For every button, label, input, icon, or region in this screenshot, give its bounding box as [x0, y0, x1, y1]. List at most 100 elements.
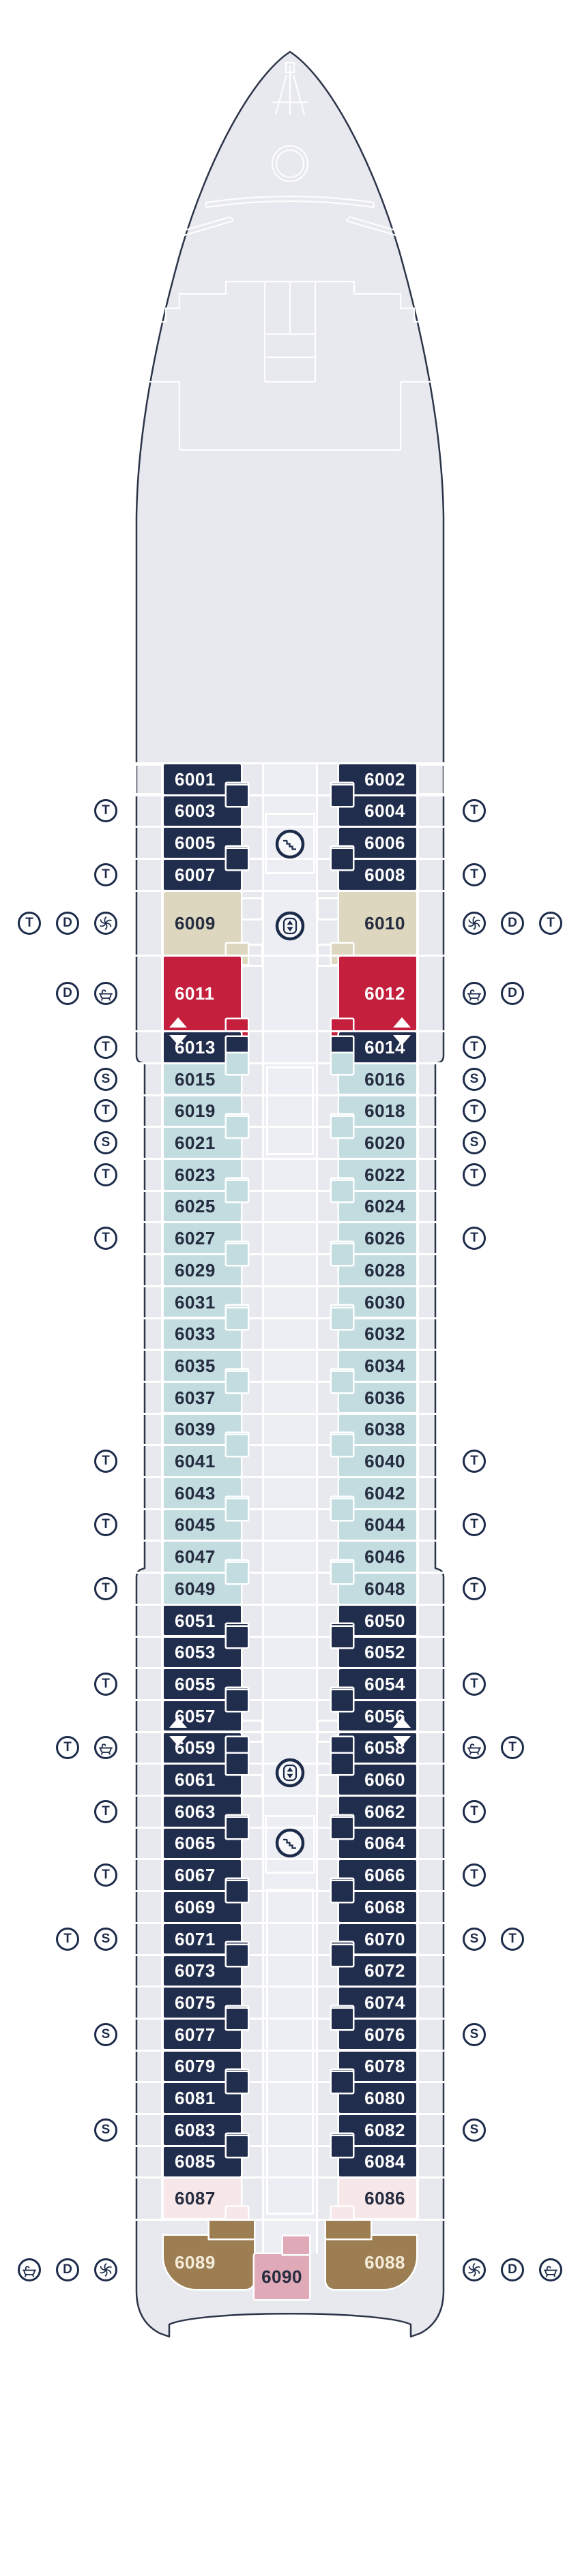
marker-T-icon: T — [94, 1513, 117, 1537]
cabin-6064[interactable]: 6064 — [339, 1828, 416, 1859]
marker-T-icon: T — [94, 1163, 117, 1186]
cabin-6048[interactable]: 6048 — [339, 1574, 416, 1604]
cabin-6062[interactable]: 6062 — [339, 1797, 416, 1827]
cabin-number: 6075 — [175, 1992, 216, 2013]
marker-T-icon: T — [94, 1863, 117, 1887]
cabin-number: 6050 — [364, 1610, 405, 1631]
cabin-number: 6015 — [175, 1068, 216, 1090]
marker-D-icon: D — [501, 982, 524, 1005]
cabin-6084[interactable]: 6084 — [339, 2146, 416, 2177]
row-separator — [134, 889, 446, 892]
row-separator — [134, 1444, 446, 1447]
cabin-number: 6082 — [364, 2119, 405, 2140]
cabin-6072[interactable]: 6072 — [339, 1956, 416, 1986]
cabin-number: 6034 — [364, 1355, 405, 1376]
cabin-number: 6070 — [364, 1928, 405, 1949]
cabin-extension — [209, 2220, 254, 2238]
cabin-6050[interactable]: 6050 — [339, 1605, 416, 1636]
cabin-number: 6001 — [175, 768, 216, 790]
marker-D-icon: D — [56, 2258, 79, 2281]
row-separator — [134, 1094, 446, 1096]
cabin-6023[interactable]: 6023 — [164, 1160, 241, 1190]
fan-icon — [94, 911, 117, 935]
cabin-6005[interactable]: 6005 — [164, 828, 241, 858]
bathroom-pod — [332, 1945, 353, 1966]
cabin-6007[interactable]: 6007 — [164, 860, 241, 890]
cabin-6069[interactable]: 6069 — [164, 1892, 241, 1922]
bathroom-pod — [332, 1180, 353, 1201]
cabin-number: 6023 — [175, 1164, 216, 1185]
cabin-6075[interactable]: 6075 — [164, 1988, 241, 2018]
cabin-number: 6051 — [175, 1610, 216, 1631]
bathroom-pod — [227, 2072, 248, 2093]
bathtub-icon — [539, 2258, 562, 2281]
fan-icon — [94, 2258, 117, 2281]
marker-T-icon: T — [463, 1035, 486, 1059]
row-separator — [134, 2176, 446, 2179]
cabin-6040[interactable]: 6040 — [339, 1446, 416, 1476]
bathroom-pod — [227, 1563, 248, 1584]
bathroom-pod — [227, 849, 248, 870]
bathtub-glyph — [467, 989, 482, 1001]
cabin-number: 6049 — [175, 1578, 216, 1599]
cabin-number: 6083 — [175, 2119, 216, 2140]
marker-T-icon: T — [94, 1035, 117, 1059]
bathroom-pod — [332, 1881, 353, 1902]
stairwell-outline — [265, 1815, 315, 1874]
marker-D-icon: D — [56, 911, 79, 935]
row-separator — [134, 1731, 446, 1733]
bathroom-pod — [332, 2072, 353, 2093]
cabin-number: 6010 — [364, 912, 405, 933]
row-separator — [134, 1189, 446, 1192]
cabin-6024[interactable]: 6024 — [339, 1191, 416, 1222]
corridor-landing-outline — [239, 897, 263, 920]
cabin-number: 6012 — [364, 983, 405, 1004]
row-separator — [134, 1826, 446, 1829]
cabin-6090[interactable]: 6090 — [255, 2253, 309, 2299]
cabin-number: 6016 — [364, 1068, 405, 1090]
cabin-6021[interactable]: 6021 — [164, 1128, 241, 1158]
bathroom-pod — [332, 1117, 353, 1138]
cabin-number: 6028 — [364, 1259, 405, 1280]
bathroom-pod — [227, 1945, 248, 1966]
cabin-number: 6066 — [364, 1865, 405, 1886]
cabin-number: 6018 — [364, 1100, 405, 1122]
cabin-6088[interactable]: 6088 — [326, 2235, 416, 2289]
cabin-6070[interactable]: 6070 — [339, 1923, 416, 1954]
bathroom-pod — [227, 1308, 248, 1329]
row-separator — [134, 1285, 446, 1287]
cabin-6049[interactable]: 6049 — [164, 1574, 241, 1604]
bathtub-glyph — [467, 1743, 482, 1756]
cabin-6035[interactable]: 6035 — [164, 1351, 241, 1381]
marker-S-icon: S — [463, 2022, 486, 2046]
bow-capstan-icon — [271, 145, 309, 183]
row-separator — [134, 1062, 446, 1064]
cabin-6041[interactable]: 6041 — [164, 1446, 241, 1476]
cabin-number: 6039 — [175, 1419, 216, 1440]
connecting-arrow-down — [393, 1035, 411, 1046]
cabin-band-line — [161, 763, 163, 2220]
cabin-6053[interactable]: 6053 — [164, 1637, 241, 1667]
row-separator — [134, 1635, 446, 1638]
row-separator — [134, 1476, 446, 1478]
cabin-number: 6078 — [364, 2056, 405, 2077]
bathtub-icon — [463, 1736, 486, 1760]
cabin-6052[interactable]: 6052 — [339, 1637, 416, 1667]
cabin-number: 6048 — [364, 1578, 405, 1599]
row-separator — [134, 1986, 446, 1988]
cabin-6089[interactable]: 6089 — [164, 2235, 254, 2289]
cabin-6079[interactable]: 6079 — [164, 2051, 241, 2082]
marker-D-icon: D — [501, 2258, 524, 2281]
cabin-6076[interactable]: 6076 — [339, 2019, 416, 2050]
connecting-arrow-up — [169, 1017, 187, 1028]
cabin-number: 6088 — [364, 2251, 405, 2273]
cabin-number: 6042 — [364, 1482, 405, 1503]
cabin-number: 6038 — [364, 1419, 405, 1440]
elevator-icon — [274, 910, 306, 942]
cabin-number: 6065 — [175, 1833, 216, 1854]
row-separator — [134, 1921, 446, 1924]
bathroom-pod — [332, 1053, 353, 1074]
cabin-number: 6020 — [364, 1133, 405, 1154]
row-separator — [134, 1030, 446, 1033]
